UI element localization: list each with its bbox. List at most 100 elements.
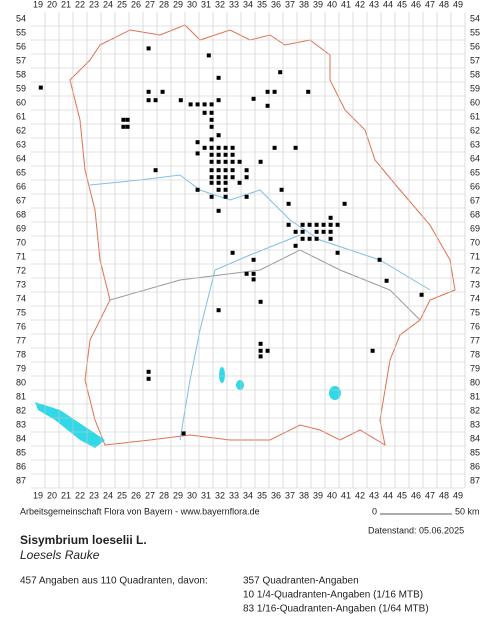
x-tick-label: 36 bbox=[271, 490, 281, 500]
occurrence bbox=[216, 168, 221, 173]
x-tick-label: 26 bbox=[131, 0, 141, 9]
occurrence bbox=[160, 89, 165, 94]
occurrence bbox=[206, 53, 211, 58]
x-tick-label: 39 bbox=[313, 0, 323, 9]
lake bbox=[35, 402, 105, 448]
y-tick-label: 84 bbox=[470, 433, 480, 443]
x-tick-label: 29 bbox=[173, 490, 183, 500]
x-tick-label: 43 bbox=[369, 0, 379, 9]
occurrence bbox=[321, 222, 326, 227]
occurrence bbox=[300, 222, 305, 227]
occurrence bbox=[223, 168, 228, 173]
occurrence bbox=[258, 348, 263, 353]
x-tick-label: 46 bbox=[411, 0, 421, 9]
count: 83 1/16-Quadranten-Angaben (1/64 MTB) bbox=[243, 604, 429, 615]
x-tick-label: 40 bbox=[327, 490, 337, 500]
x-tick-label: 27 bbox=[145, 490, 155, 500]
occurrence bbox=[230, 152, 235, 157]
occurrence bbox=[202, 102, 207, 107]
x-tick-label: 37 bbox=[285, 490, 295, 500]
y-tick-label: 78 bbox=[470, 349, 480, 359]
occurrence bbox=[209, 159, 214, 164]
x-tick-label: 32 bbox=[215, 490, 225, 500]
x-tick-label: 29 bbox=[173, 0, 183, 9]
occurrence bbox=[370, 348, 375, 353]
y-tick-label: 58 bbox=[16, 69, 26, 79]
x-tick-label: 21 bbox=[61, 0, 71, 9]
occurrence bbox=[328, 229, 333, 234]
scale-end: 50 km bbox=[455, 506, 480, 516]
y-tick-label: 73 bbox=[16, 279, 26, 289]
y-tick-label: 67 bbox=[16, 195, 26, 205]
occurrence bbox=[230, 168, 235, 173]
occurrence bbox=[216, 180, 221, 185]
occurrence bbox=[146, 98, 151, 103]
occurrence bbox=[230, 175, 235, 180]
occurrence bbox=[244, 168, 249, 173]
x-tick-label: 28 bbox=[159, 490, 169, 500]
y-tick-label: 70 bbox=[16, 237, 26, 247]
y-tick-label: 55 bbox=[470, 27, 480, 37]
y-tick-label: 80 bbox=[470, 377, 480, 387]
y-tick-label: 72 bbox=[470, 265, 480, 275]
occurrence bbox=[306, 89, 311, 94]
y-tick-label: 76 bbox=[16, 321, 26, 331]
x-tick-label: 33 bbox=[229, 0, 239, 9]
lake bbox=[236, 380, 244, 390]
y-tick-label: 61 bbox=[470, 111, 480, 121]
occurrence bbox=[293, 243, 298, 248]
occurrence bbox=[216, 175, 221, 180]
x-tick-label: 42 bbox=[355, 0, 365, 9]
y-tick-label: 76 bbox=[470, 321, 480, 331]
y-tick-label: 84 bbox=[16, 433, 26, 443]
occurrence bbox=[230, 145, 235, 150]
x-tick-label: 31 bbox=[201, 490, 211, 500]
y-tick-label: 55 bbox=[16, 27, 26, 37]
y-tick-label: 69 bbox=[16, 223, 26, 233]
y-tick-label: 87 bbox=[470, 475, 480, 485]
x-tick-label: 32 bbox=[215, 0, 225, 9]
y-tick-label: 82 bbox=[16, 405, 26, 415]
y-tick-label: 70 bbox=[470, 237, 480, 247]
river bbox=[179, 234, 301, 441]
occurrence bbox=[244, 194, 249, 199]
occurrence bbox=[209, 194, 214, 199]
y-tick-label: 60 bbox=[16, 97, 26, 107]
y-tick-label: 77 bbox=[16, 335, 26, 345]
occurrence bbox=[279, 187, 284, 192]
credit: Arbeitsgemeinschaft Flora von Bayern - w… bbox=[20, 506, 260, 516]
x-tick-label: 34 bbox=[243, 490, 253, 500]
x-tick-label: 27 bbox=[145, 0, 155, 9]
x-tick-label: 42 bbox=[355, 490, 365, 500]
occurrence bbox=[328, 222, 333, 227]
y-tick-label: 77 bbox=[470, 335, 480, 345]
state-border bbox=[69, 24, 456, 447]
y-tick-label: 83 bbox=[470, 419, 480, 429]
x-tick-label: 20 bbox=[47, 490, 57, 500]
y-tick-label: 86 bbox=[16, 461, 26, 471]
species: Sisymbrium loeselii L. bbox=[20, 533, 147, 547]
y-tick-label: 67 bbox=[470, 195, 480, 205]
occurrence bbox=[223, 159, 228, 164]
y-tick-label: 75 bbox=[16, 307, 26, 317]
y-tick-label: 82 bbox=[470, 405, 480, 415]
occurrence bbox=[272, 145, 277, 150]
occurrence bbox=[195, 102, 200, 107]
occurrence bbox=[209, 102, 214, 107]
x-tick-label: 28 bbox=[159, 0, 169, 9]
date: Datenstand: 05.06.2025 bbox=[368, 525, 464, 535]
y-tick-label: 57 bbox=[470, 55, 480, 65]
summary: 457 Angaben aus 110 Quadranten, davon: bbox=[20, 576, 208, 587]
y-tick-label: 65 bbox=[470, 167, 480, 177]
occurrence bbox=[223, 175, 228, 180]
x-tick-label: 31 bbox=[201, 0, 211, 9]
y-tick-label: 56 bbox=[16, 41, 26, 51]
occurrence bbox=[125, 124, 130, 129]
lake bbox=[329, 386, 341, 400]
occurrence bbox=[216, 187, 221, 192]
y-tick-label: 83 bbox=[16, 419, 26, 429]
x-tick-label: 34 bbox=[243, 0, 253, 9]
occurrence bbox=[328, 236, 333, 241]
y-tick-label: 74 bbox=[470, 293, 480, 303]
y-tick-label: 63 bbox=[470, 139, 480, 149]
